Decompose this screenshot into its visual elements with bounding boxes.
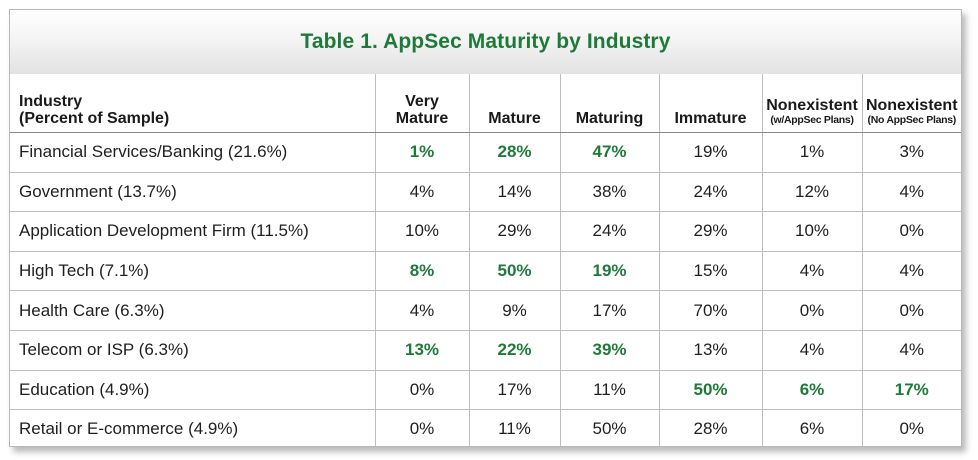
table-row: Education (4.9%) 0% 17% 11% 50% 6% 17%: [10, 370, 961, 411]
cell-nonexistent-plans: 4%: [762, 251, 863, 292]
cell-maturing: 50%: [560, 409, 660, 446]
cell-mature: 29%: [469, 211, 561, 252]
cell-immature: 29%: [659, 211, 763, 252]
cell-nonexistent-no-plans: 3%: [862, 132, 961, 173]
cell-nonexistent-plans: 6%: [762, 409, 863, 446]
cell-immature: 28%: [659, 409, 763, 446]
header-nonexistent-plans-line2: (w/AppSec Plans): [770, 114, 854, 126]
header-very-mature: Very Mature: [375, 74, 470, 133]
cell-very-mature: 4%: [375, 290, 470, 331]
cell-very-mature: 13%: [375, 330, 470, 371]
cell-nonexistent-plans: 12%: [762, 172, 863, 213]
cell-mature: 22%: [469, 330, 561, 371]
cell-immature: 24%: [659, 172, 763, 213]
cell-immature: 13%: [659, 330, 763, 371]
industry-cell: Application Development Firm (11.5%): [10, 211, 376, 252]
cell-nonexistent-plans: 4%: [762, 330, 863, 371]
table-body: Financial Services/Banking (21.6%) 1% 28% 4…: [10, 132, 961, 446]
cell-nonexistent-no-plans: 0%: [862, 290, 961, 331]
table-row: Government (13.7%) 4% 14% 38% 24% 12% 4%: [10, 172, 961, 213]
header-industry: Industry (Percent of Sample): [10, 74, 376, 133]
header-row: Industry (Percent of Sample) Very Mature…: [10, 74, 961, 133]
cell-nonexistent-plans: 0%: [762, 290, 863, 331]
cell-very-mature: 0%: [375, 409, 470, 446]
cell-mature: 17%: [469, 370, 561, 411]
cell-nonexistent-no-plans: 4%: [862, 251, 961, 292]
header-very-mature-line1: Very: [405, 93, 439, 110]
cell-nonexistent-no-plans: 0%: [862, 211, 961, 252]
cell-maturing: 11%: [560, 370, 660, 411]
cell-mature: 28%: [469, 132, 561, 173]
header-nonexistent-no-plans: Nonexistent (No AppSec Plans): [862, 74, 961, 133]
cell-very-mature: 4%: [375, 172, 470, 213]
industry-cell: Telecom or ISP (6.3%): [10, 330, 376, 371]
industry-cell: Financial Services/Banking (21.6%): [10, 132, 376, 173]
cell-very-mature: 0%: [375, 370, 470, 411]
industry-cell: Retail or E-commerce (4.9%): [10, 409, 376, 446]
cell-maturing: 17%: [560, 290, 660, 331]
cell-nonexistent-plans: 1%: [762, 132, 863, 173]
cell-maturing: 39%: [560, 330, 660, 371]
header-nonexistent-no-plans-line2: (No AppSec Plans): [867, 114, 957, 126]
industry-cell: Government (13.7%): [10, 172, 376, 213]
cell-very-mature: 1%: [375, 132, 470, 173]
cell-nonexistent-no-plans: 17%: [862, 370, 961, 411]
cell-nonexistent-no-plans: 0%: [899, 419, 925, 439]
table-row: Retail or E-commerce (4.9%) 0% 11% 50% 28% 6%…: [10, 409, 961, 446]
cell-immature: 70%: [659, 290, 763, 331]
cell-nonexistent-plans: 10%: [762, 211, 863, 252]
industry-cell: High Tech (7.1%): [10, 251, 376, 292]
title-band: Table 1. AppSec Maturity by Industry: [10, 10, 961, 74]
cell-mature: 11%: [469, 409, 561, 446]
header-maturing: Maturing: [560, 74, 660, 133]
cell-mature: 50%: [469, 251, 561, 292]
header-mature: Mature: [469, 74, 561, 133]
header-industry-line2: (Percent of Sample): [19, 110, 170, 127]
maturity-table: Industry (Percent of Sample) Very Mature…: [10, 74, 961, 446]
cell-immature: 15%: [659, 251, 763, 292]
cell-mature: 14%: [469, 172, 561, 213]
industry-cell: Health Care (6.3%): [10, 290, 376, 331]
cell-very-mature: 10%: [375, 211, 470, 252]
cell-nonexistent-no-plans: 4%: [862, 172, 961, 213]
header-nonexistent-no-plans-line1: Nonexistent: [865, 97, 958, 114]
table-title: Table 1. AppSec Maturity by Industry: [300, 30, 671, 53]
header-immature: Immature: [659, 74, 763, 133]
table-frame: Table 1. AppSec Maturity by Industry Ind…: [9, 9, 962, 447]
cell-maturing: 38%: [560, 172, 660, 213]
cell-immature: 50%: [659, 370, 763, 411]
header-very-mature-line2: Mature: [395, 110, 449, 127]
header-nonexistent-plans-line1: Nonexistent: [766, 97, 858, 114]
table-row: Financial Services/Banking (21.6%) 1% 28% 4…: [10, 132, 961, 173]
cell-very-mature: 8%: [375, 251, 470, 292]
table-row: Telecom or ISP (6.3%) 13% 22% 39% 13% 4% 4%: [10, 330, 961, 371]
industry-cell: Education (4.9%): [10, 370, 376, 411]
cell-immature: 19%: [659, 132, 763, 173]
cell-nonexistent-no-plans: 4%: [862, 330, 961, 371]
table-row: High Tech (7.1%) 8% 50% 19% 15% 4% 4%: [10, 251, 961, 292]
cell-maturing: 47%: [560, 132, 660, 173]
cell-mature: 9%: [469, 290, 561, 331]
header-nonexistent-plans: Nonexistent (w/AppSec Plans): [762, 74, 863, 133]
cell-maturing: 24%: [560, 211, 660, 252]
table-row: Application Development Firm (11.5%) 10% 2…: [10, 211, 961, 252]
cell-maturing: 19%: [560, 251, 660, 292]
header-industry-line1: Industry: [19, 93, 83, 110]
table-row: Health Care (6.3%) 4% 9% 17% 70% 0% 0%: [10, 290, 961, 331]
cell-nonexistent-plans: 6%: [762, 370, 863, 411]
